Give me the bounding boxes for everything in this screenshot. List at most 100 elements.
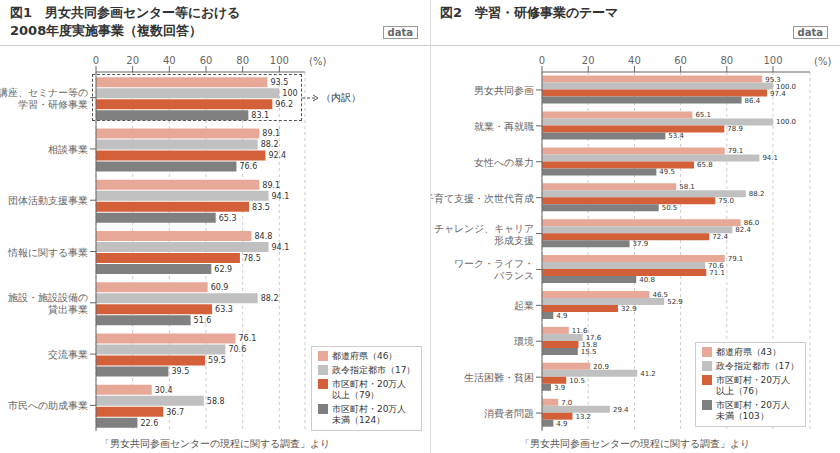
svg-text:75.0: 75.0 — [718, 197, 734, 205]
svg-text:交流事業: 交流事業 — [48, 349, 88, 360]
svg-text:20: 20 — [126, 55, 139, 66]
svg-text:88.2: 88.2 — [749, 190, 765, 198]
svg-text:0: 0 — [539, 55, 545, 66]
svg-text:3.9: 3.9 — [554, 384, 565, 392]
svg-text:40.8: 40.8 — [639, 276, 655, 284]
svg-text:80: 80 — [236, 55, 249, 66]
svg-text:29.4: 29.4 — [613, 406, 629, 414]
svg-text:84.8: 84.8 — [254, 232, 272, 241]
svg-text:80: 80 — [720, 55, 733, 66]
svg-text:51.6: 51.6 — [194, 316, 212, 325]
svg-text:53.4: 53.4 — [668, 132, 684, 140]
svg-text:60: 60 — [200, 55, 213, 66]
svg-text:相談事業: 相談事業 — [48, 144, 88, 155]
svg-text:79.1: 79.1 — [728, 147, 744, 155]
html-text:図1 男女共同参画センター等における: 図1 男女共同参画センター等における — [10, 5, 240, 20]
svg-text:94.1: 94.1 — [272, 243, 290, 252]
html-text:2008年度実施事業（複数回答）: 2008年度実施事業（複数回答） — [10, 23, 203, 38]
svg-text:97.4: 97.4 — [770, 90, 786, 98]
svg-text:52.9: 52.9 — [667, 298, 683, 306]
svg-text:83.1: 83.1 — [251, 111, 269, 120]
svg-text:子育て支援・次世代育成: 子育て支援・次世代育成 — [430, 193, 534, 204]
svg-text:講座、セミナー等の学習・研修事業: 講座、セミナー等の学習・研修事業 — [8, 87, 88, 110]
svg-text:4.9: 4.9 — [556, 312, 567, 320]
svg-text:100: 100 — [270, 55, 289, 66]
svg-text:92.4: 92.4 — [268, 151, 286, 160]
svg-text:58.8: 58.8 — [207, 397, 225, 406]
svg-text:女性への暴力: 女性への暴力 — [474, 157, 534, 168]
html-text:「男女共同参画センターの現程に関する調査」より: 「男女共同参画センターの現程に関する調査」より — [520, 438, 750, 449]
svg-text:60: 60 — [674, 55, 687, 66]
svg-text:13.2: 13.2 — [575, 413, 591, 421]
svg-text:チャレンジ、キャリア形成支援: チャレンジ、キャリア形成支援 — [434, 223, 534, 246]
svg-text:環境: 環境 — [514, 336, 534, 347]
svg-text:62.9: 62.9 — [214, 265, 232, 274]
svg-text:100: 100 — [763, 55, 782, 66]
svg-text:63.3: 63.3 — [215, 305, 233, 314]
html-text:図2 学習・研修事業のテーマ: 図2 学習・研修事業のテーマ — [440, 5, 618, 20]
svg-text:94.1: 94.1 — [762, 154, 778, 162]
svg-text:88.2: 88.2 — [261, 294, 279, 303]
svg-text:76.1: 76.1 — [239, 334, 257, 343]
svg-text:72.4: 72.4 — [712, 233, 728, 241]
svg-text:生活困難・貧困: 生活困難・貧困 — [464, 372, 534, 383]
svg-text:86.4: 86.4 — [745, 97, 761, 105]
svg-text:65.3: 65.3 — [219, 214, 237, 223]
svg-text:就業・再就職: 就業・再就職 — [474, 121, 534, 132]
svg-text:100.0: 100.0 — [776, 118, 796, 126]
svg-text:0: 0 — [93, 55, 99, 66]
svg-text:89.1: 89.1 — [262, 129, 280, 138]
svg-text:96.2: 96.2 — [275, 100, 293, 109]
html-text:data: data — [387, 27, 413, 38]
svg-text:79.1: 79.1 — [728, 255, 744, 263]
svg-text:89.1: 89.1 — [262, 181, 280, 190]
svg-text:49.5: 49.5 — [659, 168, 675, 176]
svg-text:59.5: 59.5 — [208, 356, 226, 365]
svg-text:消費者問題: 消費者問題 — [484, 408, 534, 419]
svg-text:70.6: 70.6 — [228, 345, 246, 354]
svg-text:71.1: 71.1 — [709, 269, 725, 277]
svg-text:78.5: 78.5 — [243, 254, 261, 263]
svg-text:65.1: 65.1 — [695, 111, 711, 119]
svg-text:94.1: 94.1 — [272, 192, 290, 201]
svg-text:(%): (%) — [309, 56, 326, 67]
svg-text:男女共同参画: 男女共同参画 — [474, 85, 534, 96]
svg-text:情報に関する事業: 情報に関する事業 — [8, 247, 88, 258]
svg-text:65.8: 65.8 — [697, 161, 713, 169]
svg-text:起業: 起業 — [514, 300, 534, 311]
svg-text:37.9: 37.9 — [633, 240, 649, 248]
svg-text:78.9: 78.9 — [727, 125, 743, 133]
svg-text:ワーク・ライフ・バランス: ワーク・ライフ・バランス — [454, 258, 534, 281]
svg-text:60.9: 60.9 — [211, 283, 229, 292]
svg-text:施設・施設設備の貸出事業: 施設・施設設備の貸出事業 — [8, 292, 88, 315]
svg-text:39.5: 39.5 — [171, 367, 189, 376]
svg-text:15.5: 15.5 — [581, 348, 597, 356]
html-text:「男女共同参画センターの現程に関する調査」より: 「男女共同参画センターの現程に関する調査」より — [100, 438, 330, 449]
html-text:data: data — [797, 27, 823, 38]
svg-text:4.9: 4.9 — [556, 420, 567, 428]
svg-text:76.6: 76.6 — [239, 162, 257, 171]
svg-text:40: 40 — [163, 55, 176, 66]
svg-text:36.7: 36.7 — [166, 408, 184, 417]
svg-text:46.5: 46.5 — [652, 291, 668, 299]
svg-text:58.1: 58.1 — [679, 183, 695, 191]
svg-text:30.4: 30.4 — [155, 386, 173, 395]
svg-text:市民への助成事業: 市民への助成事業 — [8, 400, 88, 411]
svg-text:団体活動支援事業: 団体活動支援事業 — [8, 195, 88, 206]
svg-text:40: 40 — [628, 55, 641, 66]
svg-text:7.0: 7.0 — [561, 399, 572, 407]
svg-text:32.9: 32.9 — [621, 305, 637, 313]
html-text:（内訳）: （内訳） — [321, 91, 361, 103]
svg-text:10.5: 10.5 — [569, 377, 585, 385]
svg-text:88.2: 88.2 — [261, 140, 279, 149]
svg-text:20.9: 20.9 — [593, 363, 609, 371]
svg-text:50.5: 50.5 — [662, 204, 678, 212]
svg-text:20: 20 — [582, 55, 595, 66]
svg-text:22.6: 22.6 — [140, 419, 158, 428]
svg-text:82.4: 82.4 — [735, 226, 751, 234]
svg-text:100: 100 — [282, 89, 297, 98]
svg-text:83.5: 83.5 — [252, 203, 270, 212]
svg-text:(%): (%) — [814, 56, 831, 67]
svg-text:93.5: 93.5 — [270, 78, 288, 87]
svg-text:41.2: 41.2 — [640, 370, 656, 378]
